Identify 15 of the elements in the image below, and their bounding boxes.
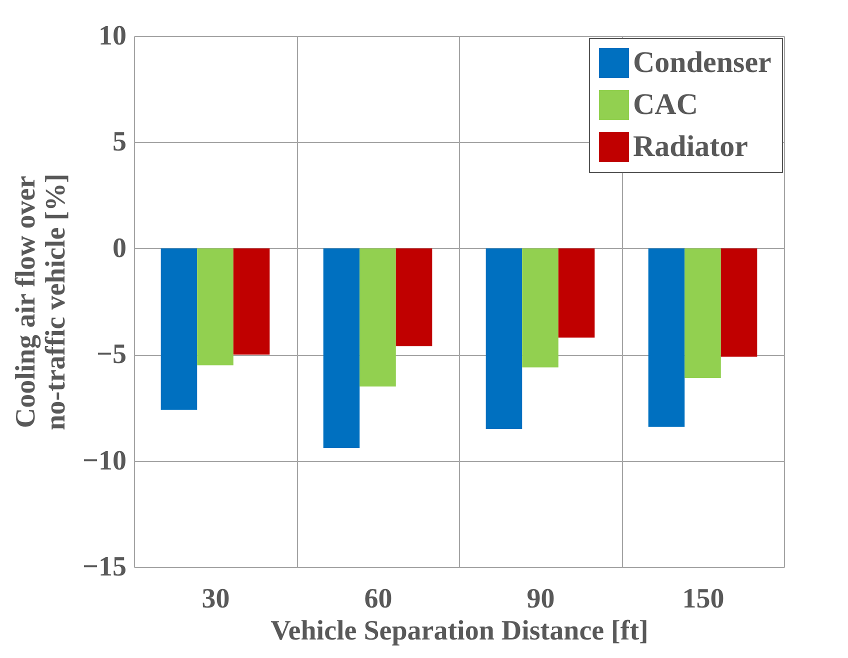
legend-label: CAC: [633, 88, 698, 121]
x-tick-label: 30: [202, 584, 230, 614]
legend-label: Radiator: [633, 130, 748, 163]
y-tick-label: 5: [112, 126, 126, 158]
x-axis-title: Vehicle Separation Distance [ft]: [270, 616, 648, 646]
y-tick-label: 10: [98, 20, 126, 52]
x-tick-label: 60: [364, 584, 392, 614]
x-tick-label: 90: [526, 584, 555, 614]
y-tick-label: −10: [82, 445, 126, 476]
y-tick-label: −15: [82, 552, 126, 582]
legend-label: Condenser: [633, 46, 772, 79]
x-tick-label: 150: [682, 584, 724, 614]
y-axis-title: Cooling air flow over no-traffic vehicle [%]: [10, 174, 72, 430]
y-tick-label: 0: [112, 232, 126, 264]
y-tick-label: −5: [96, 339, 126, 370]
